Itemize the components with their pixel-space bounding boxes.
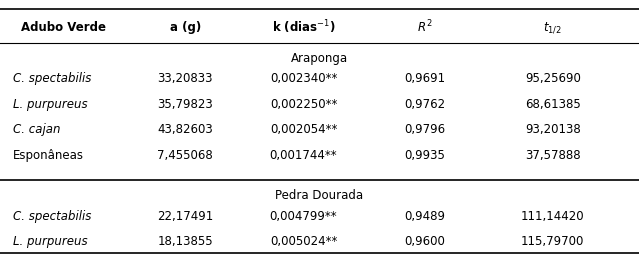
Text: 35,79823: 35,79823 bbox=[157, 98, 213, 111]
Text: L. purpureus: L. purpureus bbox=[13, 98, 88, 111]
Text: 93,20138: 93,20138 bbox=[525, 123, 581, 136]
Text: k (dias$^{-1}$): k (dias$^{-1}$) bbox=[272, 18, 335, 36]
Text: 0,002340**: 0,002340** bbox=[270, 73, 337, 85]
Text: 115,79700: 115,79700 bbox=[521, 235, 585, 248]
Text: Pedra Dourada: Pedra Dourada bbox=[275, 189, 364, 202]
Text: 0,002250**: 0,002250** bbox=[270, 98, 337, 111]
Text: C. spectabilis: C. spectabilis bbox=[13, 73, 91, 85]
Text: 18,13855: 18,13855 bbox=[157, 235, 213, 248]
Text: Esponâneas: Esponâneas bbox=[13, 149, 84, 162]
Text: $t_{1/2}$: $t_{1/2}$ bbox=[543, 20, 562, 34]
Text: 111,14420: 111,14420 bbox=[521, 210, 585, 223]
Text: 95,25690: 95,25690 bbox=[525, 73, 581, 85]
Text: 0,004799**: 0,004799** bbox=[270, 210, 337, 223]
Text: 43,82603: 43,82603 bbox=[157, 123, 213, 136]
Text: Adubo Verde: Adubo Verde bbox=[21, 21, 107, 34]
Text: $R^2$: $R^2$ bbox=[417, 19, 433, 35]
Text: 37,57888: 37,57888 bbox=[525, 149, 581, 162]
Text: 7,455068: 7,455068 bbox=[157, 149, 213, 162]
Text: 0,9489: 0,9489 bbox=[404, 210, 445, 223]
Text: 0,9796: 0,9796 bbox=[404, 123, 445, 136]
Text: C. cajan: C. cajan bbox=[13, 123, 60, 136]
Text: L. purpureus: L. purpureus bbox=[13, 235, 88, 248]
Text: 0,9935: 0,9935 bbox=[404, 149, 445, 162]
Text: a (g): a (g) bbox=[170, 21, 201, 34]
Text: C. spectabilis: C. spectabilis bbox=[13, 210, 91, 223]
Text: 68,61385: 68,61385 bbox=[525, 98, 581, 111]
Text: 33,20833: 33,20833 bbox=[158, 73, 213, 85]
Text: 0,002054**: 0,002054** bbox=[270, 123, 337, 136]
Text: 0,005024**: 0,005024** bbox=[270, 235, 337, 248]
Text: 22,17491: 22,17491 bbox=[157, 210, 213, 223]
Text: 0,001744**: 0,001744** bbox=[270, 149, 337, 162]
Text: 0,9691: 0,9691 bbox=[404, 73, 445, 85]
Text: 0,9762: 0,9762 bbox=[404, 98, 445, 111]
Text: Araponga: Araponga bbox=[291, 52, 348, 65]
Text: 0,9600: 0,9600 bbox=[404, 235, 445, 248]
